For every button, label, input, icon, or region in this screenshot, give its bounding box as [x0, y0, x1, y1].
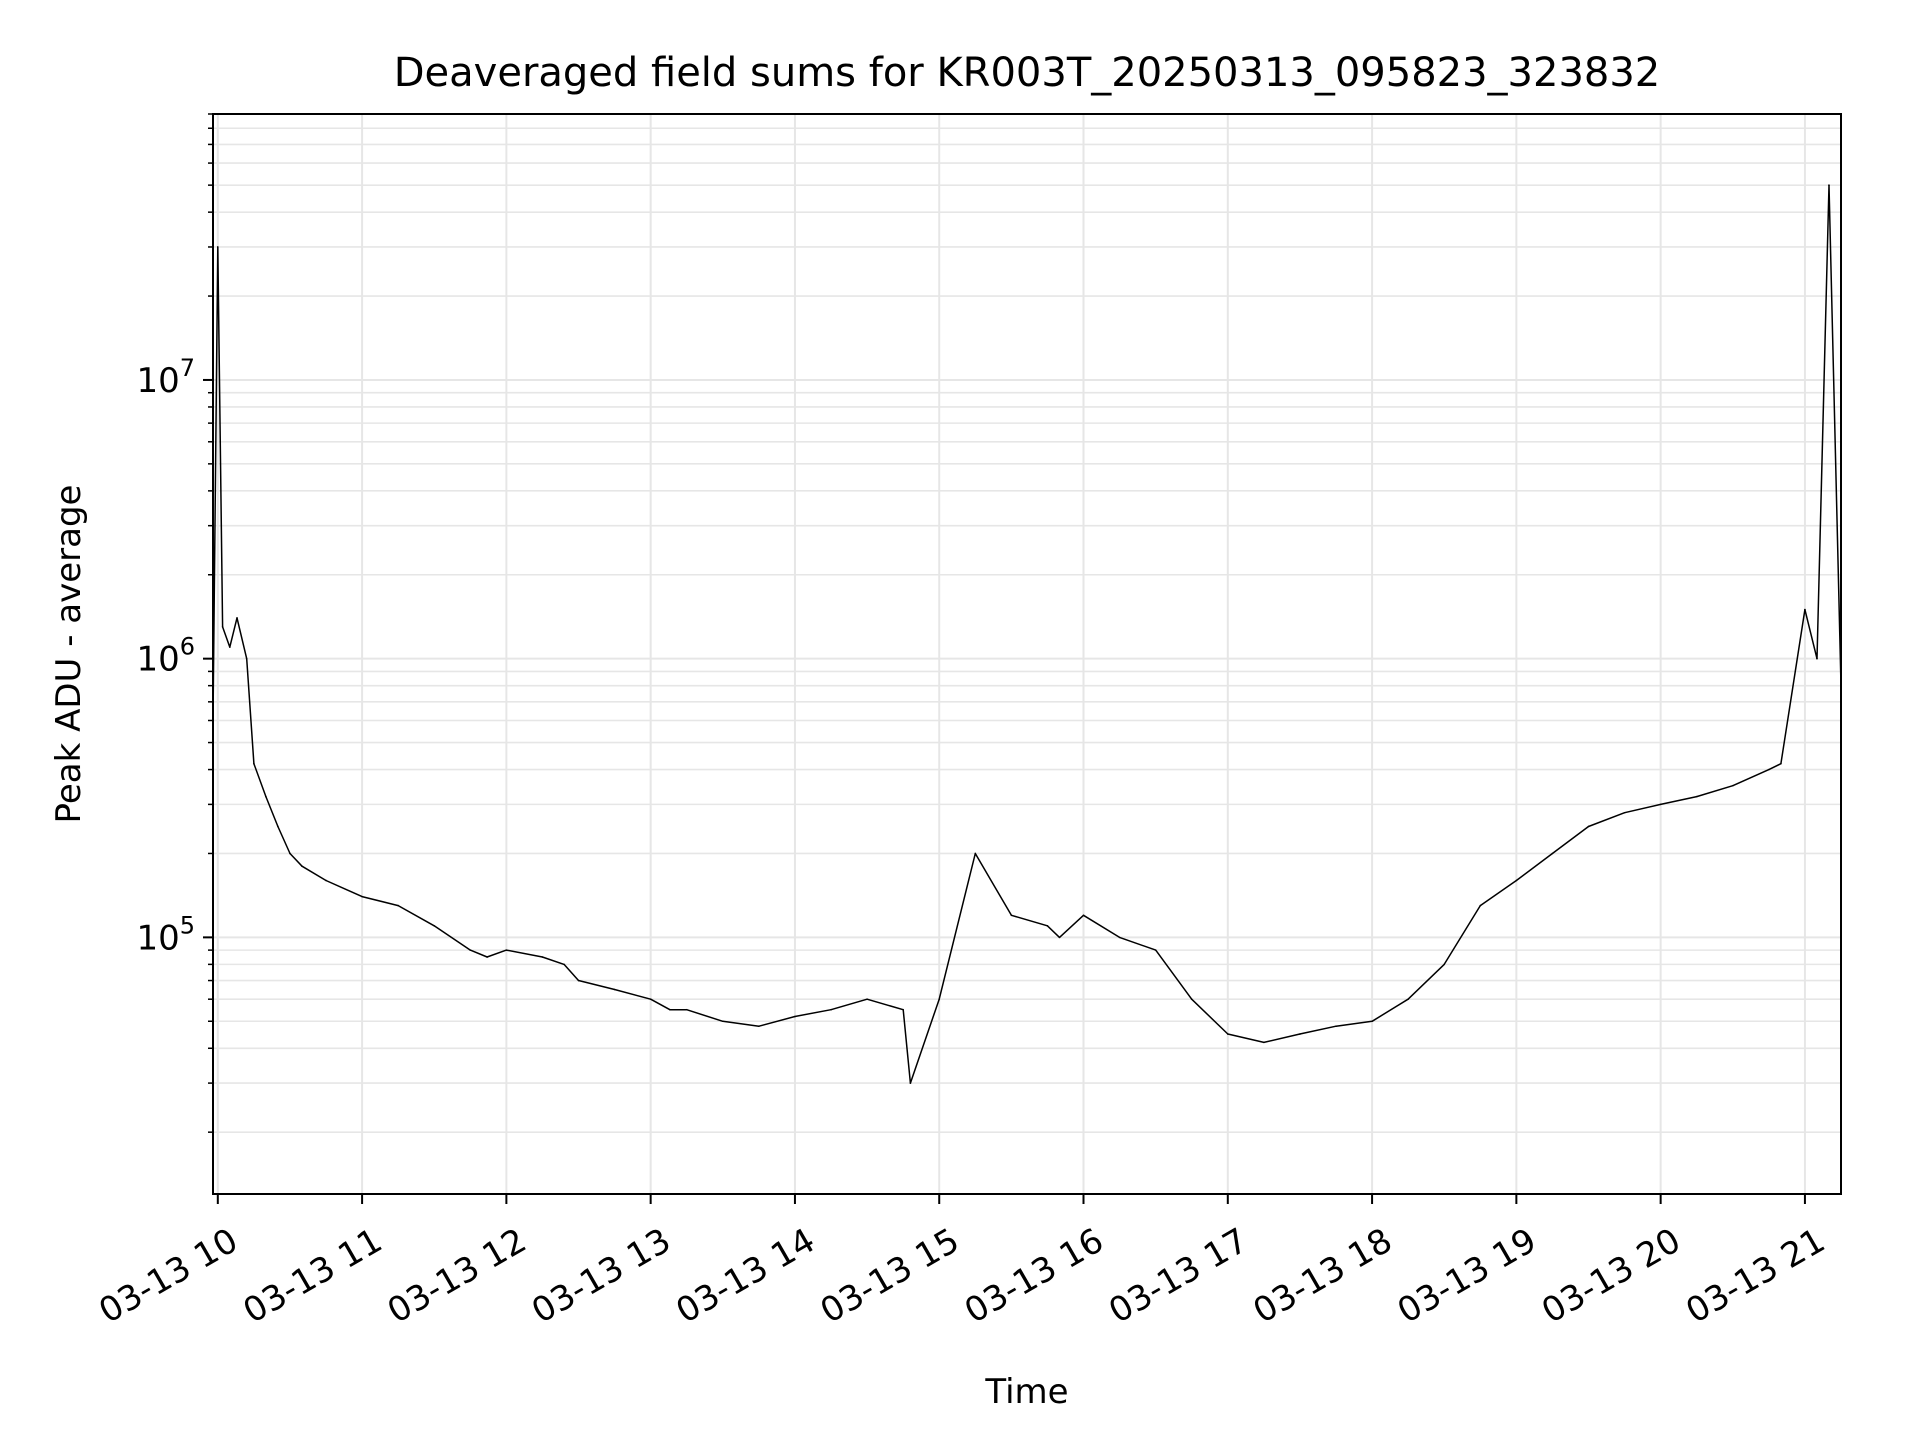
data-point — [1515, 879, 1518, 882]
data-point — [1263, 1041, 1265, 1044]
data-point — [325, 879, 327, 882]
data-point — [1828, 184, 1830, 186]
data-point — [1058, 936, 1061, 939]
data-point — [1816, 657, 1818, 660]
data-point — [1479, 904, 1482, 907]
data-point — [1695, 795, 1698, 798]
data-point — [1407, 998, 1409, 1000]
data-point — [830, 1008, 832, 1011]
data-point — [433, 925, 436, 927]
data-point — [1046, 925, 1049, 927]
data-point — [1371, 1020, 1373, 1023]
data-point — [277, 825, 279, 828]
data-point — [1190, 998, 1193, 1000]
data-point — [1623, 811, 1626, 814]
data-point — [486, 956, 488, 958]
data-point — [758, 1025, 760, 1028]
data-point — [1010, 914, 1013, 917]
data-point — [397, 904, 399, 907]
data-point — [1154, 949, 1157, 951]
data-point — [1804, 608, 1806, 611]
data-point — [229, 646, 231, 648]
plot-frame — [212, 113, 1842, 1195]
series-line-layer — [212, 184, 1842, 1084]
data-point — [649, 998, 652, 1000]
data-point — [1659, 803, 1662, 806]
data-point — [217, 246, 219, 248]
data-point — [1443, 963, 1446, 966]
data-point — [253, 762, 255, 765]
data-point — [685, 1008, 688, 1011]
data-point — [563, 963, 565, 966]
data-point — [1299, 1033, 1301, 1035]
data-point — [722, 1020, 724, 1023]
data-point — [613, 988, 616, 991]
data-point — [669, 1008, 671, 1011]
data-point — [301, 865, 303, 868]
series-line — [212, 184, 1842, 1084]
data-point — [1118, 936, 1121, 939]
data-point — [1587, 825, 1590, 828]
data-point — [938, 998, 941, 1000]
data-point — [469, 949, 472, 951]
data-point — [1335, 1025, 1337, 1028]
data-point — [541, 956, 544, 958]
data-point — [1768, 768, 1770, 771]
y-axis-label: Peak ADU - average — [49, 485, 89, 824]
data-point — [265, 795, 267, 798]
data-point — [361, 895, 363, 898]
data-point — [1780, 762, 1782, 765]
data-point — [577, 979, 580, 982]
chart-title: Deaveraged field sums for KR003T_2025031… — [394, 50, 1661, 96]
data-point — [505, 949, 508, 951]
data-point — [221, 626, 224, 628]
data-point — [289, 852, 291, 855]
data-point — [794, 1015, 796, 1018]
data-point — [866, 998, 868, 1000]
data-point — [245, 657, 248, 660]
data-point — [974, 852, 977, 855]
data-point — [1731, 784, 1734, 787]
data-point — [902, 1008, 904, 1011]
data-point — [236, 617, 238, 619]
data-point — [1082, 914, 1085, 917]
grid — [213, 113, 1841, 1194]
data-point — [909, 1082, 912, 1084]
data-point — [1551, 852, 1554, 855]
x-axis-label: Time — [984, 1372, 1068, 1412]
data-point — [1226, 1033, 1229, 1035]
